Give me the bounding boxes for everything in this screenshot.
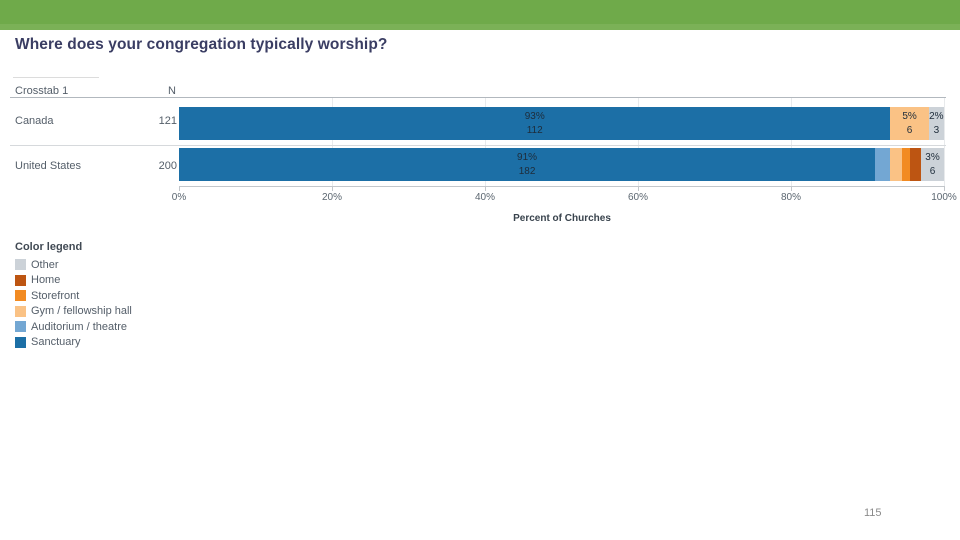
legend-item-label: Other <box>31 258 59 271</box>
legend-item: Auditorium / theatre <box>15 319 132 335</box>
legend-title: Color legend <box>15 241 83 253</box>
gridline-20 <box>332 98 333 186</box>
bar-segment-label: 2% 3 <box>929 111 944 136</box>
bar-segment <box>179 107 891 140</box>
legend-swatch-icon <box>15 259 26 271</box>
tick-label-60: 60% <box>627 192 649 203</box>
bar-segment-label: 91% 182 <box>517 152 538 177</box>
legend-item: Other <box>15 257 132 273</box>
tick-mark-60 <box>638 186 639 191</box>
tick-mark-40 <box>485 186 486 191</box>
tick-mark-0 <box>179 186 180 191</box>
bar-segment-label: 5% 6 <box>902 111 917 136</box>
legend-item-label: Auditorium / theatre <box>31 320 127 333</box>
header-banner-strip <box>0 24 960 30</box>
page-title: Where does your congregation typically w… <box>15 36 388 53</box>
x-axis-title: Percent of Churches <box>513 213 611 224</box>
bar-segment <box>901 148 910 181</box>
legend-item: Storefront <box>15 288 132 304</box>
tick-label-0: 0% <box>171 192 187 203</box>
header-banner <box>0 0 960 30</box>
color-legend: Color legend Other Home Storefront Gym / fe… <box>15 241 132 350</box>
legend-item: Home <box>15 273 132 289</box>
tick-mark-100 <box>944 186 945 191</box>
legend-item-label: Sanctuary <box>31 336 81 349</box>
bar-segment <box>890 107 929 140</box>
bar-segment <box>921 148 944 181</box>
table-top-border <box>13 77 99 78</box>
tick-label-40: 40% <box>474 192 496 203</box>
legend-swatch-icon <box>15 336 26 348</box>
legend-item-label: Gym / fellowship hall <box>31 305 132 318</box>
gridline-100 <box>944 98 945 186</box>
tick-mark-80 <box>791 186 792 191</box>
row-n-value: 200 <box>158 159 177 172</box>
bar-segment <box>179 148 876 181</box>
crosstab-header-label: Crosstab 1 <box>15 85 69 97</box>
gridline-60 <box>638 98 639 186</box>
legend-item-label: Home <box>31 274 61 287</box>
x-axis-line <box>179 186 945 187</box>
n-column-header: N <box>168 85 176 97</box>
row-label: Canada <box>15 114 54 127</box>
gridline-80 <box>791 98 792 186</box>
row-separator <box>10 145 946 146</box>
legend-item: Sanctuary <box>15 335 132 351</box>
legend-swatch-icon <box>15 274 26 286</box>
legend-item: Gym / fellowship hall <box>15 304 132 320</box>
bar-segment <box>909 148 922 181</box>
page-number: 115 <box>864 507 882 519</box>
tick-label-20: 20% <box>321 192 343 203</box>
bar-segment-label: 3% 6 <box>925 152 940 177</box>
header-underline <box>10 97 946 98</box>
legend-swatch-icon <box>15 290 26 302</box>
bar-segment <box>928 107 944 140</box>
tick-mark-20 <box>332 186 333 191</box>
row-n-value: 121 <box>158 114 177 127</box>
bar-segment-label: 93% 112 <box>524 111 545 136</box>
tick-label-80: 80% <box>780 192 802 203</box>
gridline-40 <box>485 98 486 186</box>
legend-swatch-icon <box>15 321 26 333</box>
legend-item-label: Storefront <box>31 289 80 302</box>
bar-segment <box>875 148 891 181</box>
legend-items: Other Home Storefront Gym / fellowship hall… <box>15 257 132 350</box>
bar-segment <box>890 148 902 181</box>
legend-swatch-icon <box>15 305 26 317</box>
row-label: United States <box>15 159 82 172</box>
tick-label-100: 100% <box>931 192 957 203</box>
